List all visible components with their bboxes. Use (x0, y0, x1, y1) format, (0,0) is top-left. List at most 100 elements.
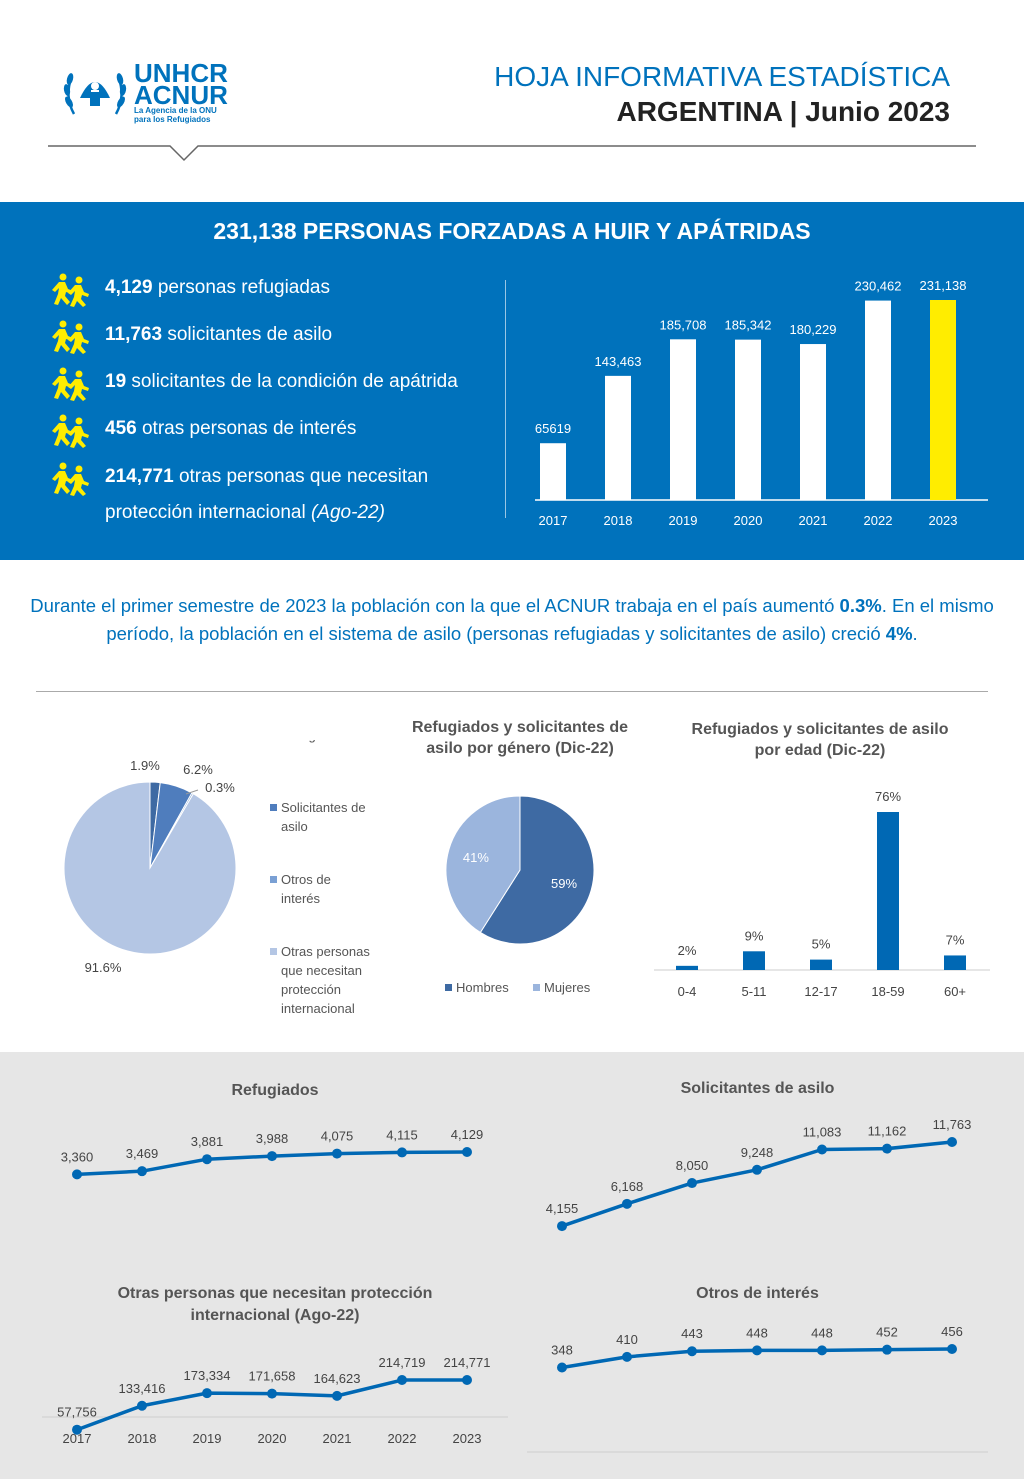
point-2018 (137, 1400, 147, 1411)
pie-label-Hombres: 59% (551, 876, 577, 891)
gender-pie-chart: 59% 41% Hombres Mujeres (445, 795, 595, 995)
section-divider (36, 691, 988, 692)
running-people-icon (50, 272, 92, 308)
band-title: 231,138 PERSONAS FORZADAS A HUIR Y APÁTR… (213, 218, 811, 244)
point-2018 (622, 1198, 632, 1209)
point-2022 (882, 1344, 892, 1355)
legend-swatch-2 (270, 876, 277, 883)
data-label-5-11: 9% (745, 928, 764, 943)
tick-label-18-59: 18-59 (871, 984, 904, 999)
point-2017 (72, 1424, 82, 1435)
stat-label: personas refugiadas (152, 277, 330, 298)
point-2021 (817, 1345, 827, 1356)
unhcr-laurel-icon (63, 73, 127, 115)
bar-2017 (540, 443, 566, 500)
bar-2021 (800, 344, 826, 500)
stat-label: otras personas que necesitan (173, 466, 429, 487)
line-chart-title-solicitantes: Solicitantes de asilo (680, 1080, 835, 1097)
running-people-icon (50, 413, 92, 449)
point-2017 (557, 1362, 567, 1373)
bar-18-59 (877, 812, 899, 970)
data-label-2018: 3,469 (126, 1146, 159, 1161)
header: UNHCR ACNUR La Agencia de la ONU para lo… (0, 0, 1024, 200)
legend-label-Hombres: Hombres (456, 980, 509, 995)
data-label-2017: 4,155 (546, 1201, 579, 1216)
line-chart-refugiados: 3,36020173,46920183,88120193,98820204,07… (61, 1127, 483, 1180)
pie-slice-0 (479, 795, 595, 945)
tick-label-2023: 2023 (453, 1431, 482, 1446)
data-label-2020: 185,342 (725, 318, 772, 333)
tick-label-2020: 2020 (258, 1431, 287, 1446)
point-2021 (332, 1390, 342, 1401)
tick-label-2022: 2022 (388, 1431, 417, 1446)
data-label-2021: 11,083 (803, 1125, 842, 1140)
tick-label-2023: 2023 (929, 513, 958, 528)
point-2019 (687, 1178, 697, 1189)
data-label-2021: 4,075 (321, 1129, 354, 1144)
point-2019 (202, 1154, 212, 1165)
pie-label-Mujeres: 41% (463, 850, 489, 865)
bar-2022 (865, 300, 891, 500)
data-label-2018: 133,416 (119, 1381, 166, 1396)
tick-label-2022: 2022 (864, 513, 893, 528)
data-label-2020: 3,988 (256, 1131, 289, 1146)
stat-value: 4,129 (105, 277, 153, 298)
vertical-divider (505, 280, 506, 518)
legend-label-1: Solicitantes de (281, 800, 366, 815)
tick-label-2020: 2020 (734, 513, 763, 528)
pie-slice-3 (63, 781, 237, 955)
tick-label-2021: 2021 (799, 513, 828, 528)
pie-label-1: 6.2% (183, 762, 213, 777)
pie-label-3: 91.6% (85, 960, 122, 975)
legend-label-1: asilo (281, 819, 308, 834)
point-2017 (72, 1169, 82, 1180)
data-label-2020: 9,248 (741, 1145, 774, 1160)
data-label-0-4: 2% (678, 943, 697, 958)
line-chart-title-proteccion: Otras personas que necesitan protección … (117, 1285, 433, 1324)
legend-swatch-1 (270, 804, 277, 811)
pie-label-2: 0.3% (205, 780, 235, 795)
data-label-2017: 65619 (535, 421, 571, 436)
data-label-2018: 6,168 (611, 1179, 644, 1194)
legend-label-Mujeres: Mujeres (544, 980, 591, 995)
data-label-2019: 173,334 (184, 1368, 231, 1383)
point-2017 (557, 1221, 567, 1232)
point-2020 (752, 1345, 762, 1356)
age-chart-title: Refugiados y solicitantes de asilo por e… (691, 721, 949, 759)
legend-label-0: Refugiados (281, 740, 347, 743)
summary-growth-asylum: 4% (885, 623, 913, 644)
legend-label-2: interés (281, 891, 321, 906)
document-title: HOJA INFORMATIVA ESTADÍSTICA ARGENTINA |… (494, 60, 950, 130)
bar-60+ (944, 955, 966, 970)
bar-2019 (670, 339, 696, 500)
logo-line-acnur: ACNUR (134, 80, 228, 110)
stat-value: 19 (105, 371, 127, 392)
point-2020 (267, 1151, 277, 1162)
legend-swatch-Hombres (445, 984, 452, 991)
data-label-2023: 214,771 (444, 1355, 491, 1370)
data-label-2023: 456 (941, 1324, 963, 1339)
point-2023 (462, 1147, 472, 1157)
tick-label-2017: 2017 (539, 513, 568, 528)
data-label-2021: 164,623 (314, 1371, 361, 1386)
point-2021 (332, 1148, 342, 1159)
point-2022 (882, 1143, 892, 1154)
tick-label-5-11: 5-11 (741, 984, 766, 999)
point-2019 (687, 1346, 697, 1357)
data-label-2019: 3,881 (191, 1134, 224, 1149)
data-label-2017: 3,360 (61, 1149, 94, 1164)
stat-value: 11,763 (105, 324, 163, 345)
gender-chart-title: Refugiados y solicitantes de asilo por g… (411, 719, 629, 757)
running-people-icon (50, 366, 92, 402)
bar-2018 (605, 375, 631, 500)
line-chart-solicitantes: 4,15520176,16820188,05020199,248202011,0… (546, 1117, 971, 1232)
document-title-line2: ARGENTINA | Junio 2023 (616, 96, 950, 127)
data-label-2021: 448 (811, 1325, 833, 1340)
tick-label-12-17: 12-17 (804, 984, 837, 999)
breakdown-section: 1.9% 6.2% 0.3% 91.6% Refugiados Solicitantes … (0, 700, 1024, 1045)
bar-12-17 (810, 959, 832, 970)
summary-band: 231,138 PERSONAS FORZADAS A HUIR Y APÁTR… (0, 202, 1024, 560)
bar-2020 (735, 339, 761, 500)
pie-label-0: 1.9% (130, 758, 160, 773)
logo-line-unhcr: UNHCR (134, 58, 228, 88)
